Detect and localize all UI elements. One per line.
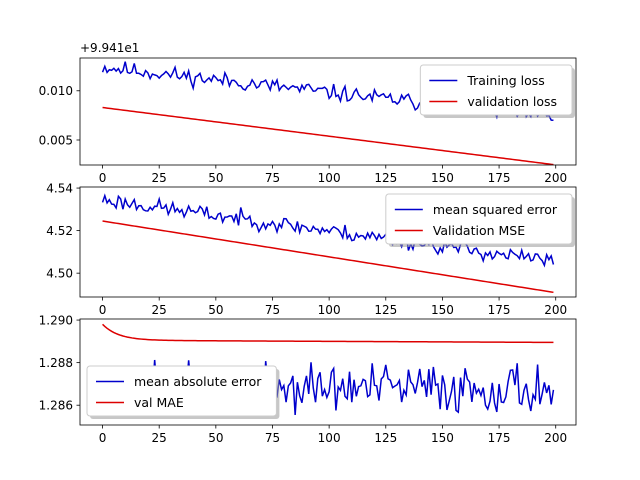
x-tick-label: 0 [99,431,107,445]
x-tick-label: 100 [318,303,341,317]
x-tick-label: 175 [488,171,511,185]
legend-entry: Training loss [466,73,544,88]
x-tick-label: 0 [99,171,107,185]
y-tick-label: 4.54 [46,181,73,195]
legend-entry: Validation MSE [433,223,525,238]
x-tick-label: 150 [431,303,454,317]
axis-offset-label: +9.941e1 [80,41,139,55]
series-line-3-2 [102,323,554,344]
x-tick-label: 175 [488,303,511,317]
y-tick-label: 1.290 [39,313,73,327]
axes-frame [79,318,577,426]
y-tick-label: 0.010 [39,84,73,98]
y-tick-label: 1.288 [39,356,73,370]
legend: Training loss validation loss [419,64,575,118]
y-tick-label: 4.52 [46,224,73,238]
x-tick-label: 75 [265,431,280,445]
legend-entry: mean absolute error [134,374,262,389]
x-tick-label: 75 [265,171,280,185]
y-tick-label: 1.286 [39,399,73,413]
subplot-2: 0 25 50 75 100 125 150 175 200 4.50 4.52 4.54 mean s… [46,181,577,317]
x-tick-label: 100 [318,431,341,445]
legend-box [385,193,573,245]
x-tick-label: 200 [544,303,567,317]
x-tick-label: 200 [544,431,567,445]
x-tick-label: 150 [431,171,454,185]
x-tick-label: 75 [265,303,280,317]
legend-entry: validation loss [467,94,557,109]
x-tick-label: 25 [152,171,167,185]
x-tick-label: 175 [488,431,511,445]
subplot-3: 0 25 50 75 100 125 150 175 200 1.286 1.288 1.290 mea… [39,313,577,445]
series-line-1-2 [102,106,554,165]
axes-frame [79,186,577,298]
x-tick-label: 125 [374,431,397,445]
x-tick-label: 50 [208,303,223,317]
series-line-2-1 [101,193,555,268]
legend-entry: val MAE [134,395,184,410]
legend: mean absolute error val MAE [86,365,280,419]
legend-box [419,64,573,116]
x-tick-label: 50 [208,171,223,185]
y-tick-label: 4.50 [46,266,73,280]
x-tick-label: 200 [544,171,567,185]
series-line-2-2 [102,220,554,294]
x-tick-label: 25 [152,303,167,317]
y-tick-label: 0.005 [39,133,73,147]
legend-box [86,365,277,417]
x-tick-label: 25 [152,431,167,445]
x-tick-label: 125 [374,171,397,185]
x-tick-label: 0 [99,303,107,317]
axes-frame [79,57,577,166]
x-tick-label: 150 [431,431,454,445]
legend-entry: mean squared error [433,202,558,217]
legend: mean squared error Validation MSE [385,193,575,247]
x-tick-label: 125 [374,303,397,317]
x-tick-label: 100 [318,171,341,185]
subplot-1: 0 25 50 75 100 125 150 175 200 0.005 0.010 +9.941e1… [39,41,577,185]
x-tick-label: 50 [208,431,223,445]
